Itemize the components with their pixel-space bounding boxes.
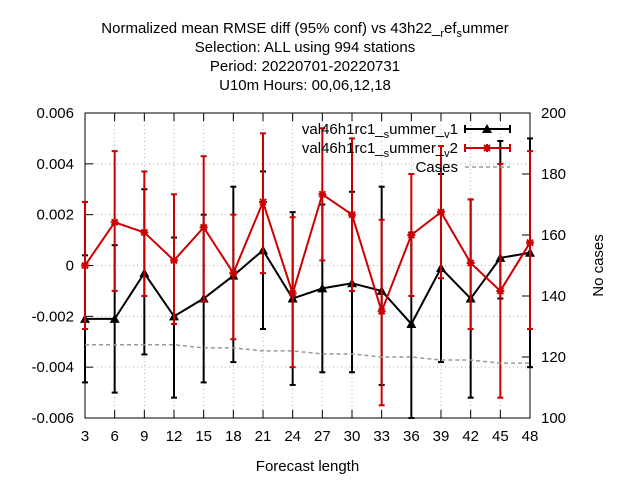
y-tick-label: 0 [66, 258, 74, 275]
legend-label: val46h1rc1_summer_v1 [302, 121, 458, 141]
marker-stroke [407, 231, 416, 239]
marker-stroke [483, 144, 491, 152]
series-line [85, 344, 530, 364]
x-tick-label: 18 [225, 428, 242, 445]
series [80, 127, 535, 419]
y-axis-right: 100 120 140 160 180 200 [522, 105, 566, 427]
y2-tick-label: 140 [541, 288, 566, 305]
series-marker [482, 124, 492, 133]
series-marker [229, 269, 238, 278]
x-tick-label: 9 [140, 428, 148, 445]
marker-stroke [81, 261, 89, 270]
y2-tick-label: 100 [541, 410, 566, 427]
series-marker [348, 210, 356, 219]
chart-title-line: U10m Hours: 00,06,12,18 [219, 77, 391, 94]
x-tick-label: 12 [166, 428, 183, 445]
series-marker [318, 190, 327, 199]
legend-label: Cases [415, 159, 458, 176]
series-marker [259, 197, 267, 206]
series-marker [110, 218, 119, 227]
series-marker [377, 307, 386, 316]
x-tick-label: 48 [522, 428, 539, 445]
series-marker [317, 283, 328, 293]
y-tick-label: -0.004 [31, 359, 74, 376]
legend-item: Cases [415, 159, 510, 176]
chart-title-line: Normalized mean RMSE diff (95% conf) vs … [101, 20, 508, 40]
series-marker [526, 238, 534, 247]
x-tick-label: 33 [373, 428, 390, 445]
series-marker [406, 318, 417, 328]
chart-title: Normalized mean RMSE diff (95% conf) vs … [101, 20, 508, 94]
series-marker [483, 144, 491, 152]
series-marker [81, 261, 89, 270]
marker-stroke [496, 287, 505, 295]
y-axis-left: -0.006 -0.004 -0.002 0 0.002 0.004 0.006 [31, 105, 93, 427]
x-tick-label: 45 [492, 428, 509, 445]
x-tick-label: 39 [433, 428, 450, 445]
x-tick-label: 15 [195, 428, 212, 445]
series-line [84, 192, 531, 315]
legend-label: val46h1rc1_summer_v2 [302, 140, 458, 160]
y-tick-label: 0.002 [36, 207, 74, 224]
marker-stroke [199, 223, 208, 232]
series-marker [199, 223, 208, 232]
series-marker [466, 258, 475, 267]
x-tick-label: 6 [110, 428, 118, 445]
legend: val46h1rc1_summer_v1val46h1rc1_summer_v2… [302, 121, 511, 176]
marker-stroke [437, 208, 445, 216]
marker-stroke [259, 198, 267, 206]
y2-tick-label: 160 [541, 227, 566, 244]
y2-tick-label: 200 [541, 105, 566, 122]
legend-item: val46h1rc1_summer_v1 [302, 121, 511, 141]
y-tick-label: 0.004 [36, 156, 74, 173]
x-tick-label: 3 [81, 428, 89, 445]
x-tick-label: 30 [344, 428, 361, 445]
plot-frame [84, 112, 531, 419]
x-tick-label: 36 [403, 428, 420, 445]
grid [85, 113, 530, 418]
marker-stroke [229, 269, 238, 277]
legend-item: val46h1rc1_summer_v2 [302, 140, 511, 160]
x-tick-label: 42 [462, 428, 479, 445]
series-marker [170, 256, 178, 265]
marker-stroke [377, 307, 386, 315]
y-tick-label: -0.002 [31, 308, 74, 325]
chart-title-line: Period: 20220701-20220731 [210, 58, 400, 75]
x-axis-label: Forecast length [256, 458, 359, 475]
x-axis: 3 6 9 12 15 18 21 24 27 30 33 36 39 42 45 48 [81, 113, 539, 445]
marker-stroke [348, 210, 356, 219]
marker-stroke [288, 289, 297, 298]
series-line [85, 248, 531, 326]
y2-tick-label: 120 [541, 349, 566, 366]
series-marker [437, 208, 445, 217]
y-tick-label: -0.006 [31, 410, 74, 427]
y2-axis-label: No cases [590, 234, 607, 297]
series-marker [496, 286, 505, 295]
marker-stroke [170, 256, 178, 265]
chart-title-line: Selection: ALL using 994 stations [195, 39, 415, 56]
series-Cases [85, 344, 530, 364]
y2-tick-label: 180 [541, 166, 566, 183]
marker-stroke [110, 218, 119, 226]
x-tick-label: 21 [255, 428, 272, 445]
series-marker [288, 289, 297, 298]
marker-stroke [466, 259, 475, 267]
series-marker [140, 228, 149, 237]
marker-stroke [140, 228, 149, 237]
marker-stroke [526, 238, 534, 247]
x-tick-label: 27 [314, 428, 331, 445]
marker-stroke [318, 190, 327, 199]
series-marker [407, 231, 416, 239]
y-tick-label: 0.006 [36, 105, 74, 122]
x-tick-label: 24 [284, 428, 301, 445]
series-marker [109, 313, 120, 323]
series-val46h1rc1_summer_v2 [81, 127, 534, 407]
series-val46h1rc1_summer_v1 [80, 137, 535, 419]
